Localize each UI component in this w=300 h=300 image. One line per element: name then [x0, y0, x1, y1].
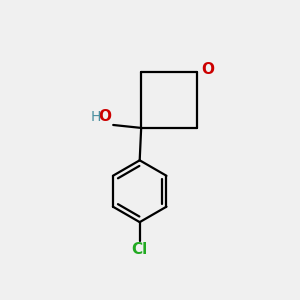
Text: O: O	[201, 62, 214, 77]
Text: O: O	[99, 109, 112, 124]
Text: Cl: Cl	[132, 242, 148, 257]
Text: H: H	[91, 110, 101, 124]
